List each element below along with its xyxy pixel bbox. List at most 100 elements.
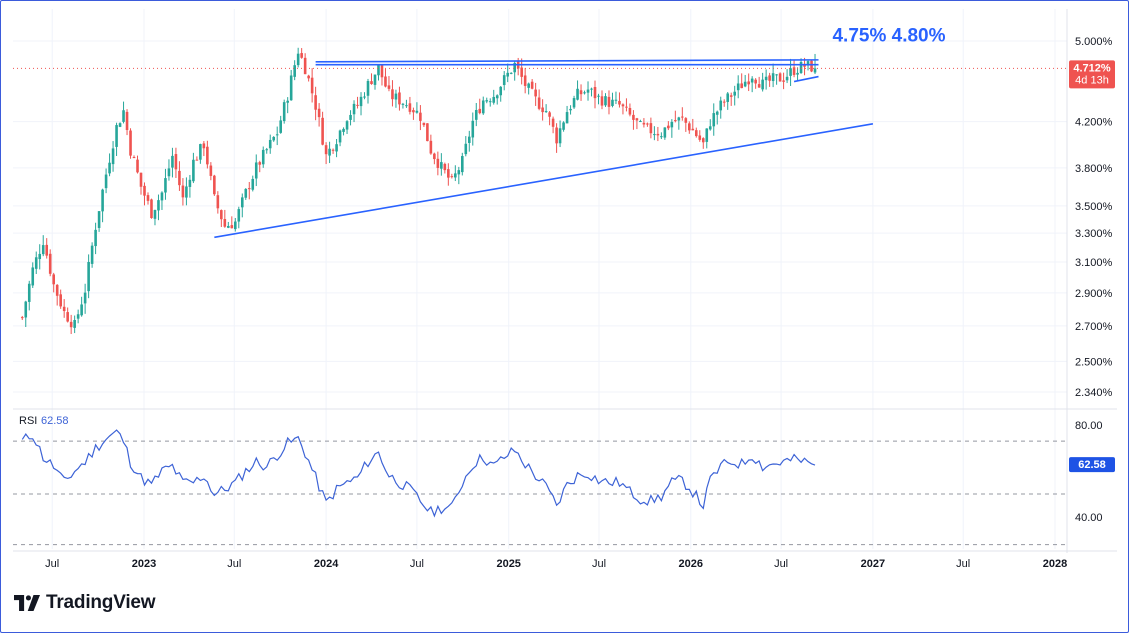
candle bbox=[677, 116, 681, 130]
candle bbox=[24, 300, 28, 327]
candle-body bbox=[509, 72, 513, 74]
candle-body bbox=[90, 245, 94, 264]
candle-body bbox=[481, 100, 485, 114]
candle-body bbox=[440, 162, 443, 169]
candle-body bbox=[122, 110, 125, 122]
candle-body bbox=[209, 165, 213, 176]
candle-body bbox=[506, 72, 510, 77]
candle-body bbox=[164, 178, 167, 193]
candle bbox=[544, 104, 548, 113]
rsi-pane: RSI 62.58 80.00 40.00 62.58 bbox=[13, 415, 1115, 546]
candle-body bbox=[478, 108, 482, 114]
candle-body bbox=[492, 96, 496, 103]
candle bbox=[405, 99, 408, 108]
candle bbox=[83, 283, 87, 314]
candle-body bbox=[576, 88, 579, 100]
candle-body bbox=[310, 77, 314, 94]
candle-body bbox=[398, 92, 401, 105]
candle-body bbox=[708, 126, 712, 130]
candle-body bbox=[202, 143, 206, 149]
candle bbox=[408, 96, 412, 115]
candle bbox=[461, 152, 464, 176]
candle-body bbox=[188, 179, 192, 187]
candle bbox=[55, 284, 59, 306]
candle bbox=[27, 280, 31, 311]
candle-body bbox=[457, 170, 461, 175]
candle-body bbox=[799, 61, 803, 74]
candle bbox=[195, 156, 199, 161]
candle bbox=[447, 163, 450, 186]
candle-body bbox=[775, 74, 778, 76]
candle bbox=[667, 121, 670, 131]
candle-body bbox=[789, 68, 792, 76]
candle-body bbox=[698, 135, 702, 140]
candle bbox=[324, 142, 328, 165]
candle-body bbox=[663, 127, 667, 138]
candle bbox=[488, 98, 492, 107]
candle bbox=[579, 84, 583, 101]
candle bbox=[384, 68, 387, 88]
candle-body bbox=[443, 163, 447, 171]
candle-body bbox=[464, 143, 468, 155]
candle bbox=[185, 177, 188, 206]
candle bbox=[705, 128, 709, 149]
candle-body bbox=[125, 111, 129, 131]
candle bbox=[394, 89, 398, 108]
candle bbox=[108, 153, 111, 177]
countdown-label: 4d 13h bbox=[1075, 74, 1109, 86]
candle-body bbox=[740, 83, 743, 89]
candle bbox=[618, 92, 621, 108]
rsi-tick-label: 40.00 bbox=[1075, 512, 1103, 524]
candle bbox=[775, 74, 778, 85]
candle bbox=[20, 315, 24, 321]
candle bbox=[122, 101, 125, 124]
candle-body bbox=[530, 81, 534, 89]
candle-body bbox=[782, 80, 785, 82]
candle-body bbox=[513, 62, 516, 73]
candle bbox=[265, 147, 269, 154]
candle bbox=[653, 126, 656, 141]
candle bbox=[136, 155, 139, 174]
candle-body bbox=[244, 188, 248, 198]
candle bbox=[712, 103, 716, 136]
candle bbox=[457, 166, 461, 185]
candle-body bbox=[345, 121, 349, 130]
candle-body bbox=[520, 67, 523, 77]
candle-body bbox=[618, 100, 621, 105]
candle bbox=[338, 129, 342, 147]
brand-logo-block[interactable]: TradingView bbox=[14, 592, 156, 614]
candle bbox=[649, 117, 653, 139]
candle bbox=[261, 146, 265, 168]
candle bbox=[38, 244, 42, 270]
price-tick-label: 4.200% bbox=[1075, 117, 1113, 129]
candle-body bbox=[593, 86, 597, 99]
candle bbox=[317, 103, 321, 127]
candle-body bbox=[303, 57, 307, 75]
candle bbox=[94, 222, 97, 255]
candle bbox=[328, 141, 331, 164]
candle bbox=[558, 120, 562, 148]
candle bbox=[111, 141, 115, 172]
candle-body bbox=[321, 117, 324, 145]
candle bbox=[464, 136, 468, 157]
candle-body bbox=[352, 103, 356, 115]
candle-body bbox=[415, 110, 419, 113]
candle-body bbox=[433, 153, 436, 160]
candle-body bbox=[52, 274, 55, 285]
candle bbox=[789, 58, 792, 86]
candle bbox=[237, 206, 241, 229]
candle bbox=[213, 174, 216, 196]
candle bbox=[34, 251, 38, 274]
candle bbox=[62, 299, 66, 318]
candle-body bbox=[132, 157, 136, 159]
candle-body bbox=[230, 225, 234, 229]
candle-body bbox=[632, 114, 635, 120]
candle bbox=[251, 175, 255, 192]
candle bbox=[530, 79, 534, 90]
time-tick-label: 2027 bbox=[861, 558, 885, 570]
rsi-title: RSI bbox=[19, 415, 37, 427]
candle-body bbox=[461, 156, 464, 173]
candle-body bbox=[153, 209, 157, 219]
